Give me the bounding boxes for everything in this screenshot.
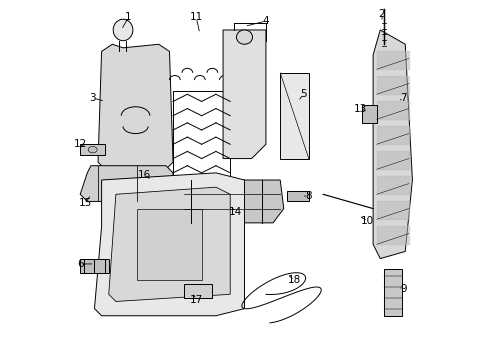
Text: 15: 15	[79, 198, 92, 208]
Text: 14: 14	[228, 207, 242, 217]
Text: 16: 16	[138, 170, 151, 180]
Text: 7: 7	[399, 93, 406, 103]
Polygon shape	[80, 258, 108, 273]
Text: 5: 5	[300, 89, 306, 99]
Polygon shape	[280, 73, 308, 158]
Polygon shape	[223, 30, 265, 158]
Polygon shape	[383, 269, 401, 316]
Polygon shape	[80, 144, 105, 155]
Text: 3: 3	[89, 93, 96, 103]
Text: 2: 2	[378, 9, 385, 19]
FancyBboxPatch shape	[183, 284, 212, 298]
Polygon shape	[362, 105, 376, 123]
Polygon shape	[176, 180, 283, 223]
Polygon shape	[287, 191, 308, 202]
Text: 1: 1	[125, 13, 131, 22]
Text: 10: 10	[361, 216, 373, 226]
Text: 13: 13	[353, 104, 366, 113]
Text: 18: 18	[287, 275, 301, 285]
Polygon shape	[137, 208, 201, 280]
Text: 17: 17	[189, 295, 203, 305]
Text: 9: 9	[399, 284, 406, 294]
Polygon shape	[372, 30, 411, 258]
Text: 8: 8	[305, 191, 311, 201]
Text: 4: 4	[262, 16, 269, 26]
Polygon shape	[98, 44, 173, 173]
Ellipse shape	[88, 147, 97, 153]
Polygon shape	[80, 166, 173, 202]
Ellipse shape	[113, 19, 133, 41]
Text: 11: 11	[189, 13, 203, 22]
Polygon shape	[108, 187, 230, 301]
Ellipse shape	[236, 30, 252, 44]
Text: 12: 12	[73, 139, 87, 149]
Text: 6: 6	[77, 259, 83, 269]
Polygon shape	[94, 173, 244, 316]
